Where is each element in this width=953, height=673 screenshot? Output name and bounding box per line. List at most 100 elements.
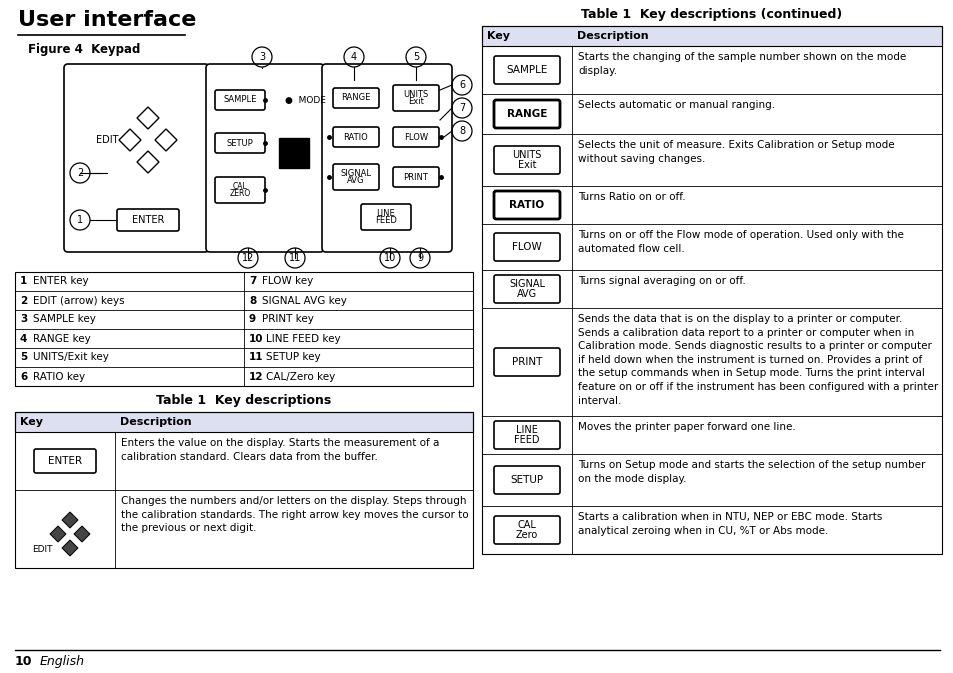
- FancyBboxPatch shape: [494, 466, 559, 494]
- FancyBboxPatch shape: [360, 204, 411, 230]
- Text: AVG: AVG: [347, 176, 364, 185]
- Text: UNITS: UNITS: [512, 151, 541, 160]
- Text: Key: Key: [20, 417, 43, 427]
- Text: FEED: FEED: [375, 217, 396, 225]
- Text: ENTER: ENTER: [132, 215, 164, 225]
- Text: UNITS/Exit key: UNITS/Exit key: [33, 353, 109, 363]
- Text: SIGNAL: SIGNAL: [340, 169, 371, 178]
- Text: Turns on Setup mode and starts the selection of the setup number
on the mode dis: Turns on Setup mode and starts the selec…: [578, 460, 924, 484]
- FancyBboxPatch shape: [494, 56, 559, 84]
- Polygon shape: [62, 540, 78, 556]
- Text: Description: Description: [577, 31, 648, 41]
- Text: FLOW key: FLOW key: [262, 277, 313, 287]
- Text: 6: 6: [20, 371, 28, 382]
- Text: SIGNAL AVG key: SIGNAL AVG key: [262, 295, 347, 306]
- Text: Table 1  Key descriptions (continued): Table 1 Key descriptions (continued): [580, 8, 841, 21]
- FancyBboxPatch shape: [494, 100, 559, 128]
- Text: EDIT: EDIT: [95, 135, 118, 145]
- FancyBboxPatch shape: [333, 127, 378, 147]
- Text: Sends the data that is on the display to a printer or computer.
Sends a calibrat: Sends the data that is on the display to…: [578, 314, 937, 406]
- Text: 7: 7: [249, 277, 256, 287]
- Text: SETUP key: SETUP key: [266, 353, 320, 363]
- Text: Turns on or off the Flow mode of operation. Used only with the
automated flow ce: Turns on or off the Flow mode of operati…: [578, 230, 902, 254]
- Text: ZERO: ZERO: [229, 189, 251, 198]
- Text: Moves the printer paper forward one line.: Moves the printer paper forward one line…: [578, 422, 795, 432]
- Text: UNITS: UNITS: [403, 90, 428, 99]
- Text: User interface: User interface: [18, 10, 196, 30]
- Text: 9: 9: [416, 253, 422, 263]
- Text: SIGNAL: SIGNAL: [509, 279, 544, 289]
- FancyBboxPatch shape: [64, 64, 209, 252]
- Polygon shape: [62, 512, 78, 528]
- Text: SAMPLE key: SAMPLE key: [33, 314, 95, 324]
- Text: RANGE: RANGE: [341, 94, 371, 102]
- Text: SETUP: SETUP: [510, 475, 543, 485]
- Text: AVG: AVG: [517, 289, 537, 299]
- Text: ●  MODE: ● MODE: [285, 96, 326, 104]
- Text: CAL: CAL: [517, 520, 536, 530]
- Text: 4: 4: [20, 334, 28, 343]
- Text: 3: 3: [20, 314, 28, 324]
- FancyBboxPatch shape: [494, 421, 559, 449]
- Text: Selects the unit of measure. Exits Calibration or Setup mode
without saving chan: Selects the unit of measure. Exits Calib…: [578, 140, 894, 164]
- FancyBboxPatch shape: [117, 209, 179, 231]
- Text: 11: 11: [249, 353, 263, 363]
- Text: 2: 2: [77, 168, 83, 178]
- Text: Starts the changing of the sample number shown on the mode
display.: Starts the changing of the sample number…: [578, 52, 905, 75]
- Text: EDIT (arrow) keys: EDIT (arrow) keys: [33, 295, 125, 306]
- Text: 9: 9: [249, 314, 255, 324]
- Polygon shape: [50, 526, 66, 542]
- FancyBboxPatch shape: [333, 88, 378, 108]
- Text: RATIO: RATIO: [509, 200, 544, 210]
- Bar: [481, 26, 941, 554]
- Text: FEED: FEED: [514, 435, 539, 445]
- Text: Exit: Exit: [408, 98, 423, 106]
- FancyBboxPatch shape: [494, 348, 559, 376]
- Text: PRINT: PRINT: [511, 357, 541, 367]
- Text: 1: 1: [20, 277, 28, 287]
- Text: 10: 10: [249, 334, 263, 343]
- Bar: [15, 412, 473, 432]
- FancyBboxPatch shape: [393, 85, 438, 111]
- FancyBboxPatch shape: [214, 177, 265, 203]
- Text: 11: 11: [289, 253, 301, 263]
- Text: RANGE key: RANGE key: [33, 334, 91, 343]
- Text: ENTER key: ENTER key: [33, 277, 89, 287]
- Text: 8: 8: [458, 126, 464, 136]
- Text: 10: 10: [15, 655, 32, 668]
- Text: Enters the value on the display. Starts the measurement of a
calibration standar: Enters the value on the display. Starts …: [121, 438, 439, 462]
- Text: Description: Description: [120, 417, 192, 427]
- Text: 4: 4: [351, 52, 356, 62]
- Text: 6: 6: [458, 80, 464, 90]
- Bar: [278, 138, 309, 168]
- FancyBboxPatch shape: [206, 64, 324, 252]
- Bar: [481, 26, 941, 46]
- Text: Selects automatic or manual ranging.: Selects automatic or manual ranging.: [578, 100, 774, 110]
- Text: Key: Key: [486, 31, 510, 41]
- Text: Starts a calibration when in NTU, NEP or EBC mode. Starts
analytical zeroing whe: Starts a calibration when in NTU, NEP or…: [578, 512, 882, 536]
- Text: English: English: [40, 655, 85, 668]
- Bar: [15, 412, 473, 568]
- FancyBboxPatch shape: [214, 90, 265, 110]
- Text: 1: 1: [77, 215, 83, 225]
- Text: SAMPLE: SAMPLE: [506, 65, 547, 75]
- FancyBboxPatch shape: [333, 164, 378, 190]
- Text: 2: 2: [20, 295, 28, 306]
- Text: SETUP: SETUP: [227, 139, 253, 147]
- Text: Turns signal averaging on or off.: Turns signal averaging on or off.: [578, 276, 745, 286]
- Text: RATIO key: RATIO key: [33, 371, 85, 382]
- Text: Changes the numbers and/or letters on the display. Steps through
the calibration: Changes the numbers and/or letters on th…: [121, 496, 468, 533]
- Text: FLOW: FLOW: [512, 242, 541, 252]
- Text: EDIT: EDIT: [32, 544, 52, 553]
- FancyBboxPatch shape: [494, 516, 559, 544]
- Text: RANGE: RANGE: [506, 109, 547, 119]
- FancyBboxPatch shape: [494, 191, 559, 219]
- Text: PRINT key: PRINT key: [262, 314, 314, 324]
- Text: Zero: Zero: [516, 530, 537, 540]
- Text: Table 1  Key descriptions: Table 1 Key descriptions: [156, 394, 332, 407]
- Text: 10: 10: [383, 253, 395, 263]
- FancyBboxPatch shape: [34, 449, 96, 473]
- Text: PRINT: PRINT: [403, 172, 428, 182]
- Text: FLOW: FLOW: [403, 133, 428, 141]
- Text: CAL: CAL: [233, 182, 247, 191]
